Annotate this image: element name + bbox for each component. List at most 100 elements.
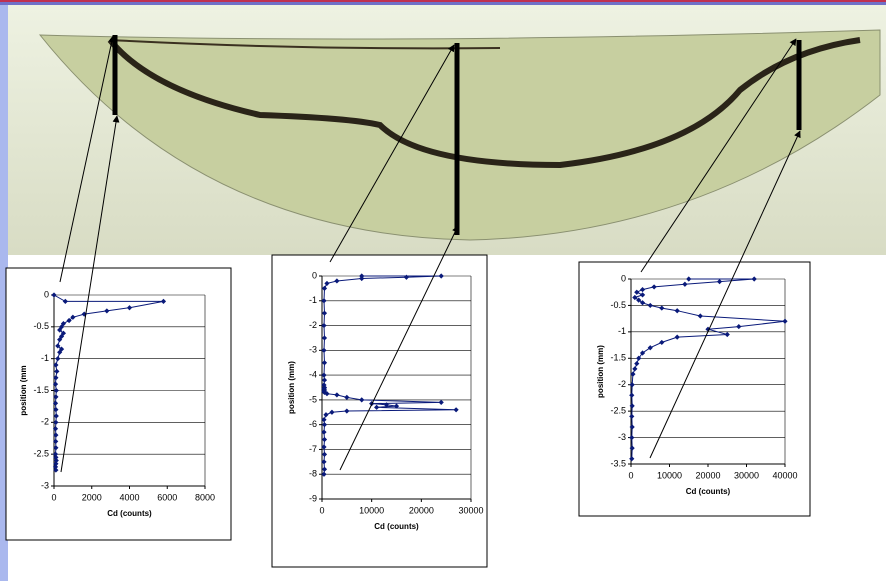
data-point [55, 343, 61, 349]
data-point [639, 292, 646, 298]
data-point [323, 412, 329, 418]
chart-frame [578, 261, 811, 517]
data-point [782, 318, 788, 324]
data-point [62, 298, 68, 304]
y-tick-label: -7 [309, 444, 317, 454]
data-point [629, 434, 635, 441]
data-point [54, 368, 60, 374]
y-tick-label: -2 [309, 320, 317, 330]
data-point [344, 408, 350, 414]
data-point [53, 413, 59, 419]
data-point [647, 302, 653, 309]
y-tick-label: 0 [312, 270, 317, 280]
arrow [60, 115, 120, 473]
data-point [53, 461, 59, 467]
x-tick-label: 8000 [195, 492, 215, 502]
lens [38, 29, 881, 241]
data-point [321, 466, 328, 472]
data-point [751, 276, 757, 282]
x-axis-label: Cd (counts) [107, 509, 152, 518]
data-point [52, 400, 59, 406]
y-tick-label: -1.5 [610, 353, 626, 363]
data-point [321, 322, 327, 329]
data-point [160, 298, 167, 304]
data-point [629, 413, 635, 420]
data-point [647, 345, 653, 351]
data-point [321, 347, 327, 353]
data-point [57, 336, 63, 343]
data-point [639, 300, 646, 306]
data-point [629, 403, 635, 409]
data-point [659, 305, 665, 311]
x-tick-label: 0 [628, 470, 633, 480]
side-bar [0, 5, 8, 581]
data-point [639, 286, 646, 293]
data-point [697, 313, 703, 319]
data-point [60, 321, 67, 327]
data-point [66, 317, 72, 324]
data-point [634, 360, 640, 367]
data-point [321, 436, 328, 443]
data-point [632, 366, 638, 372]
data-point [634, 289, 640, 295]
y-tick-label: -2 [41, 417, 49, 427]
y-tick-label: -5 [309, 394, 317, 404]
data-point [438, 273, 444, 279]
y-tick-label: -2.5 [33, 449, 49, 459]
data-point [629, 424, 635, 430]
data-point [321, 335, 328, 341]
data-point [55, 356, 61, 362]
data-point [374, 404, 380, 410]
data-point [651, 284, 657, 290]
y-tick-label: 0 [621, 273, 626, 283]
data-point [636, 355, 642, 361]
data-point [438, 399, 444, 405]
data-point [329, 409, 335, 415]
y-tick-label: -8 [309, 469, 317, 479]
data-point [639, 350, 646, 356]
y-tick-label: -2 [618, 379, 626, 389]
y-tick-label: -4 [309, 369, 317, 379]
y-axis-label: position (mm [19, 365, 28, 415]
data-point [53, 419, 59, 425]
data-point [57, 349, 63, 355]
arrow [640, 38, 797, 273]
data-point [51, 292, 57, 298]
data-point [321, 417, 327, 423]
y-tick-label: -1 [41, 353, 49, 363]
data-point [53, 438, 59, 445]
data-point [674, 308, 680, 314]
arrow [649, 130, 801, 459]
x-tick-label: 0 [51, 492, 56, 502]
data-point [344, 394, 350, 401]
data-point [383, 402, 390, 408]
data-point [58, 346, 65, 352]
data-point [629, 382, 635, 388]
data-point [629, 445, 635, 451]
data-point [321, 451, 328, 457]
data-point [630, 371, 636, 377]
data-point [53, 375, 59, 381]
data-point [321, 360, 328, 366]
x-axis-label: Cd (counts) [374, 522, 419, 531]
data-point [57, 327, 63, 333]
chart: 0-0.5-1-1.5-2-2.5-3-3.50 10000 20000 30000 4… [578, 261, 811, 517]
arrow [59, 35, 116, 283]
data-point [682, 281, 688, 287]
top-bar [0, 0, 886, 5]
y-tick-label: -3.5 [610, 458, 626, 468]
data-point [126, 305, 133, 311]
data-point [674, 334, 680, 340]
data-point [52, 381, 59, 387]
y-tick-label: -1 [618, 326, 626, 336]
data-point [81, 311, 87, 317]
data-point [321, 459, 327, 465]
y-axis-label: position (mm) [596, 345, 605, 398]
x-tick-label: 30000 [458, 505, 483, 515]
data-point [321, 422, 328, 428]
data-point [53, 432, 59, 438]
top-accent [0, 0, 886, 2]
